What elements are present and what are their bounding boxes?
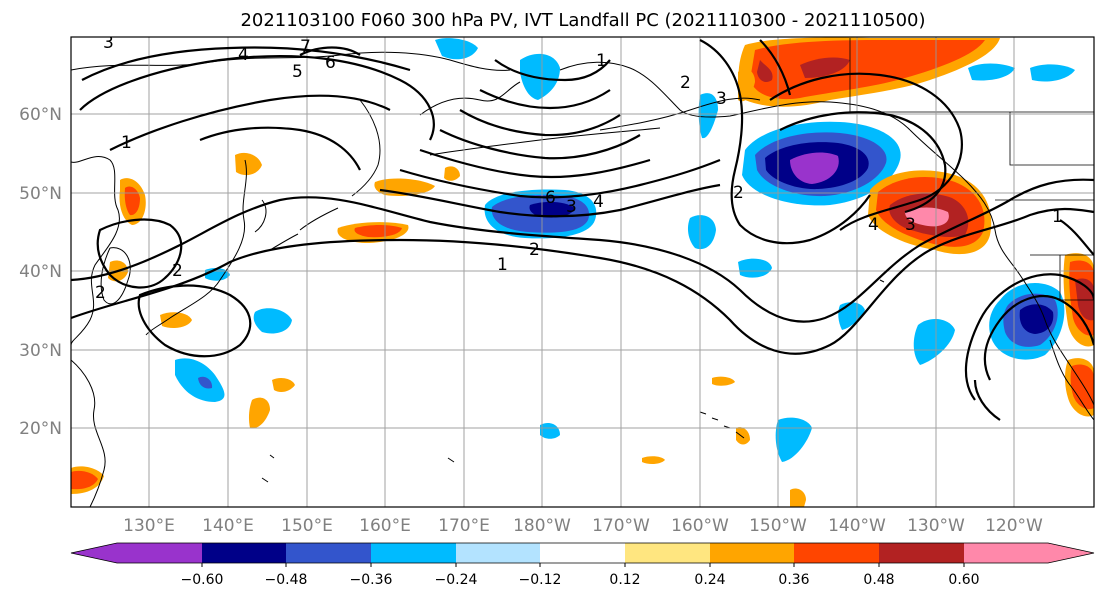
colorbar-swatch bbox=[117, 543, 203, 563]
contour-label: 2 bbox=[733, 183, 744, 203]
colorbar-swatch bbox=[286, 543, 372, 563]
contour-label: 2 bbox=[680, 73, 691, 93]
contour-label: 1 bbox=[497, 255, 508, 275]
lat-label: 60°N bbox=[19, 105, 62, 125]
colorbar-swatch bbox=[456, 543, 541, 563]
lat-label: 20°N bbox=[19, 419, 62, 439]
colorbar-tick-label: −0.60 bbox=[181, 572, 224, 588]
pv-contour-labels: 1 2 3 4 5 6 7 6 4 3 2 1 2 1 2 3 4 3 2 1 bbox=[95, 33, 1063, 303]
colorbar-tick-label: −0.48 bbox=[265, 572, 308, 588]
colorbar-tick-label: 0.36 bbox=[778, 572, 809, 588]
contour-label: 1 bbox=[1052, 207, 1063, 227]
latitude-labels: 60°N 50°N 40°N 30°N 20°N bbox=[19, 105, 62, 439]
contour-label: 1 bbox=[121, 133, 132, 153]
colorbar-tick-label: 0.24 bbox=[694, 572, 725, 588]
lon-label: 120°W bbox=[985, 516, 1043, 536]
coastline-east-asia bbox=[71, 156, 120, 346]
lon-label: 150°E bbox=[281, 516, 333, 536]
colorbar: −0.60 −0.48 −0.36 −0.24 −0.12 0.12 0.24 … bbox=[70, 542, 1095, 588]
contour-label: 3 bbox=[103, 33, 114, 53]
colorbar-swatch bbox=[964, 543, 1048, 563]
colorbar-swatch bbox=[371, 543, 457, 563]
colorbar-right-extension bbox=[1048, 543, 1094, 563]
map-title: 2021103100 F060 300 hPa PV, IVT Landfall… bbox=[240, 10, 925, 31]
pv-contour-2-main bbox=[71, 178, 1094, 323]
colorbar-swatch bbox=[625, 543, 711, 563]
coastline-japan bbox=[145, 159, 247, 336]
colorbar-tick-label: 0.60 bbox=[948, 572, 979, 588]
contour-label: 3 bbox=[566, 197, 577, 217]
colorbar-swatch bbox=[879, 543, 965, 563]
colorbar-tick-label: −0.24 bbox=[435, 572, 478, 588]
colorbar-ticks bbox=[201, 563, 965, 567]
contour-label: 5 bbox=[292, 62, 303, 82]
graticule bbox=[71, 37, 1094, 507]
coastline-north-america-west bbox=[909, 129, 1094, 406]
contour-label: 4 bbox=[868, 215, 879, 235]
contour-label: 2 bbox=[172, 261, 183, 281]
coastline-alaska bbox=[559, 61, 911, 131]
colorbar-swatch bbox=[202, 543, 287, 563]
colorbar-left-extension bbox=[71, 543, 117, 563]
lat-label: 50°N bbox=[19, 184, 62, 204]
lat-label: 40°N bbox=[19, 262, 62, 282]
colorbar-tick-label: 0.12 bbox=[609, 572, 640, 588]
map-frame bbox=[70, 36, 1095, 508]
contour-label: 6 bbox=[545, 188, 556, 208]
lon-label: 160°W bbox=[671, 516, 729, 536]
colorbar-swatch bbox=[710, 543, 795, 563]
map-panel: 1 2 3 4 5 6 7 6 4 3 2 1 2 1 2 3 4 3 2 1 bbox=[70, 33, 1095, 508]
contour-label: 3 bbox=[716, 89, 727, 109]
colorbar-tick-label: 0.48 bbox=[863, 572, 894, 588]
lon-label: 160°E bbox=[359, 516, 411, 536]
lon-label: 140°E bbox=[202, 516, 254, 536]
contour-label: 4 bbox=[593, 192, 604, 212]
colorbar-swatch bbox=[540, 543, 626, 563]
map-background bbox=[71, 37, 1094, 507]
pv-contours bbox=[71, 39, 1094, 421]
longitude-labels: 130°E 140°E 150°E 160°E 170°E 180°W 170°… bbox=[123, 516, 1043, 536]
pv-contour-1-main bbox=[71, 207, 1094, 355]
contour-label: 1 bbox=[596, 51, 607, 71]
lon-label: 180°W bbox=[513, 516, 571, 536]
contour-label: 3 bbox=[905, 215, 916, 235]
lon-label: 170°E bbox=[438, 516, 490, 536]
contour-label: 4 bbox=[238, 45, 249, 65]
lat-label: 30°N bbox=[19, 341, 62, 361]
contour-label: 2 bbox=[529, 240, 540, 260]
coastlines bbox=[71, 51, 1094, 507]
lon-label: 150°W bbox=[749, 516, 807, 536]
lon-label: 140°W bbox=[828, 516, 886, 536]
ivt-anomaly-shading bbox=[71, 37, 1094, 507]
colorbar-swatch bbox=[794, 543, 880, 563]
lon-label: 130°E bbox=[123, 516, 175, 536]
colorbar-outline bbox=[70, 542, 1095, 564]
lon-label: 130°W bbox=[907, 516, 965, 536]
contour-label: 6 bbox=[325, 53, 336, 73]
colorbar-tick-label: −0.36 bbox=[350, 572, 393, 588]
colorbar-tick-label: −0.12 bbox=[519, 572, 562, 588]
contour-label: 2 bbox=[95, 283, 106, 303]
contour-label: 7 bbox=[300, 37, 311, 57]
lon-label: 170°W bbox=[592, 516, 650, 536]
